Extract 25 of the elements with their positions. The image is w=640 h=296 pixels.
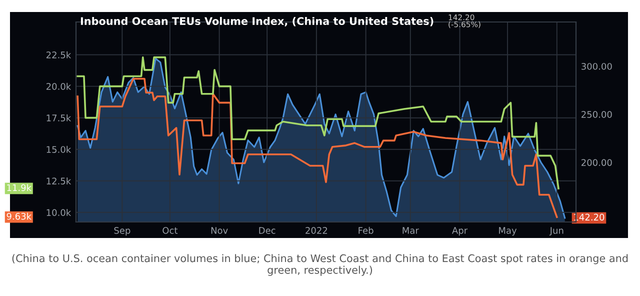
line-series bbox=[76, 78, 558, 218]
x-tick-label: Oct bbox=[162, 227, 178, 234]
x-tick-label: Sep bbox=[114, 227, 130, 236]
text: (China to U.S. ocean container volumes in blue; China to West Coast and China to East Coast spot rates in orange and green, respectively.) bbox=[12, 254, 628, 276]
y-tick-label: 15.0k bbox=[46, 146, 72, 153]
chart-title: Inbound Ocean TEUs Volume Index, (China to United States) bbox=[80, 16, 434, 26]
y-tick-label: 22.5k bbox=[46, 51, 72, 58]
x-tick-label: Nov bbox=[211, 227, 228, 234]
y-tick-label: 12.5k bbox=[46, 177, 72, 184]
y2-tick-label: 300.00 bbox=[582, 62, 612, 70]
text: 9.63k bbox=[6, 212, 32, 220]
x-tick-label: Jun bbox=[549, 227, 564, 236]
line-series bbox=[76, 56, 560, 190]
x-tick-label: May bbox=[499, 227, 517, 236]
y-tick-label: 17.5k bbox=[46, 114, 72, 122]
y-tick-label: 20.0k bbox=[46, 82, 72, 90]
y2-tick-label: 250.00 bbox=[582, 111, 612, 118]
y2-tick-label: 200.00 bbox=[582, 159, 612, 166]
x-tick-label: Mar bbox=[402, 227, 419, 234]
x-tick-label: 2022 bbox=[306, 227, 328, 234]
x-tick-label: Feb bbox=[358, 226, 374, 234]
y-tick-label: 10.0k bbox=[46, 208, 72, 216]
x-tick-label: Dec bbox=[259, 227, 276, 234]
x-tick-label: Apr bbox=[452, 227, 468, 236]
text: 11.9k bbox=[7, 184, 32, 192]
